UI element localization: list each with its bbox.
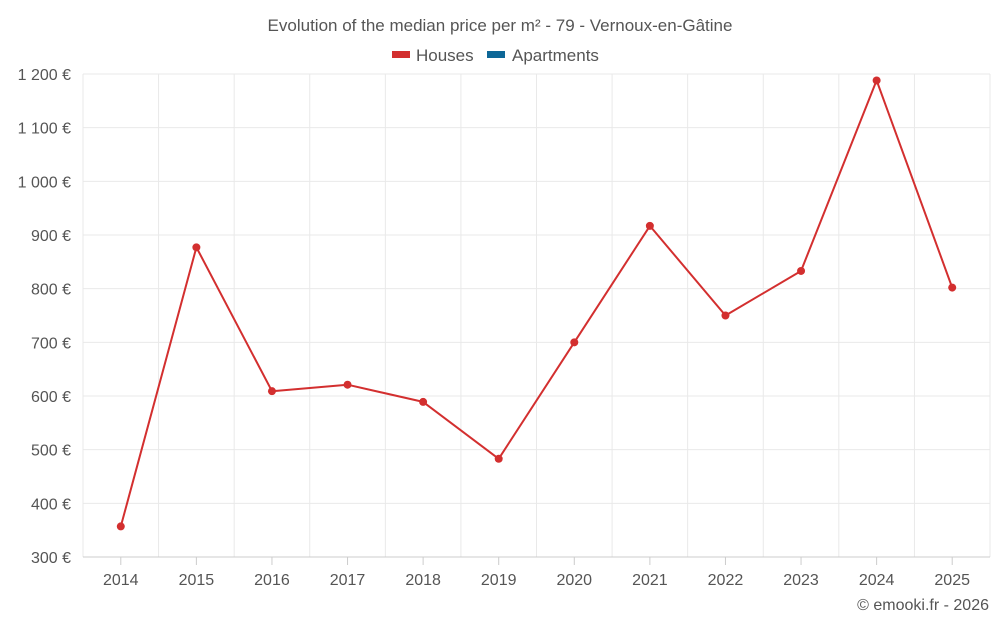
legend-item-apartments[interactable]: Apartments (487, 46, 599, 65)
x-tick-label: 2021 (632, 572, 668, 589)
data-point-2021[interactable] (645, 221, 654, 230)
y-tick-label: 400 € (31, 496, 71, 513)
legend-label-houses: Houses (416, 46, 474, 65)
series-houses (116, 76, 957, 531)
legend-label-apartments: Apartments (512, 46, 599, 65)
data-point-2018[interactable] (419, 397, 428, 406)
y-tick-label: 700 € (31, 335, 71, 352)
x-tick-label: 2016 (254, 572, 290, 589)
data-point-2015[interactable] (192, 243, 201, 252)
data-point-2023[interactable] (797, 266, 806, 275)
y-axis: 300 € 400 € 500 € 600 € 700 € 800 € 900 € 1 000… (18, 67, 71, 567)
legend-swatch-houses (392, 51, 410, 58)
x-tick-label: 2020 (556, 572, 592, 589)
series-line-houses (119, 79, 954, 527)
legend-swatch-apartments (487, 51, 505, 58)
data-point-2024[interactable] (872, 76, 881, 85)
x-tick-label: 2015 (179, 572, 215, 589)
grid (82, 73, 991, 557)
x-tick-label: 2017 (330, 572, 366, 589)
y-tick-label: 800 € (31, 282, 71, 299)
data-point-2020[interactable] (570, 338, 579, 347)
data-point-2017[interactable] (343, 380, 352, 389)
x-tick-label: 2025 (934, 572, 970, 589)
y-tick-label: 600 € (31, 389, 71, 406)
y-tick-label: 1 000 € (18, 174, 71, 191)
data-point-2025[interactable] (948, 283, 957, 292)
x-axis: 2014 2015 2016 2017 2018 2019 2020 2021 2022 2023… (83, 556, 990, 589)
x-tick-label: 2022 (708, 572, 744, 589)
y-tick-label: 1 200 € (18, 67, 71, 84)
x-tick-label: 2019 (481, 572, 517, 589)
y-tick-label: 500 € (31, 443, 71, 460)
data-point-2014[interactable] (116, 522, 125, 531)
x-tick-label: 2018 (405, 572, 441, 589)
data-point-2019[interactable] (494, 454, 503, 463)
y-tick-label: 300 € (31, 550, 71, 567)
x-tick-label: 2023 (783, 572, 819, 589)
data-point-2022[interactable] (721, 311, 730, 320)
data-point-2016[interactable] (267, 387, 276, 396)
chart-title: Evolution of the median price per m² - 7… (268, 16, 733, 35)
x-tick-label: 2024 (859, 572, 895, 589)
legend: Houses Apartments (392, 46, 599, 65)
y-tick-label: 900 € (31, 228, 71, 245)
x-tick-label: 2014 (103, 572, 139, 589)
credit: © emooki.fr - 2026 (857, 597, 989, 614)
y-tick-label: 1 100 € (18, 121, 71, 138)
legend-item-houses[interactable]: Houses (392, 46, 474, 65)
